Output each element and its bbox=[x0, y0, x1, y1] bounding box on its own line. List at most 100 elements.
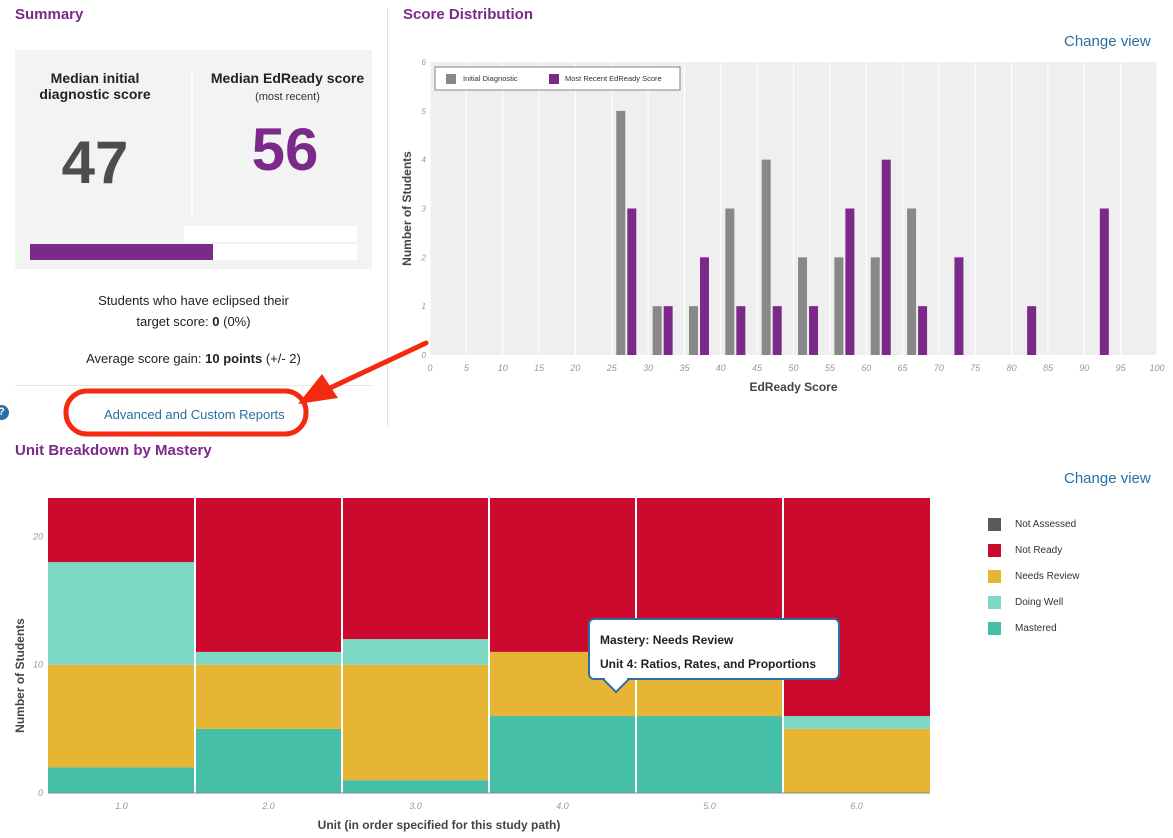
edready-score-label: Median EdReady score bbox=[210, 70, 365, 86]
help-icon[interactable]: ? bbox=[0, 405, 9, 420]
segment-needs-review[interactable] bbox=[342, 664, 489, 781]
unit-breakdown-title: Unit Breakdown by Mastery bbox=[15, 442, 212, 459]
legend-label: Doing Well bbox=[1015, 596, 1064, 608]
y-tick-label: 2 bbox=[421, 253, 427, 262]
bar-recent[interactable] bbox=[663, 306, 673, 355]
unit-breakdown-change-view[interactable]: Change view bbox=[1064, 470, 1151, 487]
legend-swatch-recent bbox=[549, 74, 559, 84]
legend-item-doing-well[interactable]: Doing Well bbox=[988, 594, 1079, 610]
legend-label: Mastered bbox=[1015, 622, 1057, 634]
bar-recent[interactable] bbox=[845, 208, 855, 356]
segment-not-ready[interactable] bbox=[342, 498, 489, 640]
eclipsed-prefix: target score: bbox=[136, 314, 213, 329]
legend-item-mastered[interactable]: Mastered bbox=[988, 620, 1079, 636]
unit-breakdown-legend: Not Assessed Not Ready Needs Review Doing W… bbox=[988, 516, 1079, 646]
bar-initial[interactable] bbox=[798, 257, 808, 355]
score-distribution-change-view[interactable]: Change view bbox=[1064, 33, 1151, 50]
segment-mastered[interactable] bbox=[342, 780, 489, 793]
bar-recent[interactable] bbox=[918, 306, 928, 355]
y-tick-label: 0 bbox=[422, 351, 427, 360]
bar-recent[interactable] bbox=[809, 306, 819, 355]
segment-doing-well[interactable] bbox=[195, 651, 342, 665]
bar-initial[interactable] bbox=[616, 110, 626, 355]
gain-value: 10 points bbox=[205, 351, 263, 366]
bar-recent[interactable] bbox=[736, 306, 746, 355]
legend-item-not-ready[interactable]: Not Ready bbox=[988, 542, 1079, 558]
segment-doing-well[interactable] bbox=[342, 639, 489, 665]
bar-initial[interactable] bbox=[725, 208, 735, 356]
x-tick-label: 10 bbox=[498, 363, 508, 373]
segment-doing-well[interactable] bbox=[48, 562, 195, 665]
summary-separator bbox=[15, 385, 372, 386]
bar-recent[interactable] bbox=[954, 257, 964, 355]
legend-swatch bbox=[988, 569, 1001, 583]
advanced-reports-link[interactable]: Advanced and Custom Reports bbox=[104, 407, 285, 422]
edready-score-sublabel: (most recent) bbox=[255, 91, 320, 103]
legend-swatch bbox=[988, 621, 1001, 635]
annotation-arrow-head bbox=[298, 374, 338, 404]
bar-recent[interactable] bbox=[1099, 208, 1109, 356]
bar-initial[interactable] bbox=[688, 306, 698, 355]
bar-initial[interactable] bbox=[834, 257, 844, 355]
x-tick-label: 4.0 bbox=[556, 801, 569, 811]
legend-item-needs-review[interactable]: Needs Review bbox=[988, 568, 1079, 584]
segment-mastered[interactable] bbox=[195, 728, 342, 793]
edready-score-value: 56 bbox=[251, 116, 319, 183]
y-axis-title: Number of Students bbox=[400, 151, 414, 266]
gain-prefix: Average score gain: bbox=[86, 351, 206, 366]
bar-initial[interactable] bbox=[761, 159, 771, 355]
x-tick-label: 100 bbox=[1149, 363, 1164, 373]
bar-initial[interactable] bbox=[870, 257, 880, 355]
segment-not-ready[interactable] bbox=[783, 498, 930, 717]
unit-breakdown-chart: 1.0 2.0 3.0 4.0 5.0 6.0 0 10 20 Unit (in order sp… bbox=[13, 498, 930, 832]
initial-score-value: 47 bbox=[61, 129, 129, 196]
edready-score-bar-fill bbox=[30, 244, 214, 260]
x-tick-label: 60 bbox=[861, 363, 871, 373]
x-tick-label: 65 bbox=[898, 363, 909, 373]
bar-recent[interactable] bbox=[881, 159, 891, 355]
legend-label-initial: Initial Diagnostic bbox=[463, 74, 518, 83]
segment-mastered[interactable] bbox=[489, 716, 636, 793]
summary-title: Summary bbox=[15, 6, 84, 23]
bar-recent[interactable] bbox=[772, 306, 782, 355]
y-tick-label: 4 bbox=[422, 156, 427, 165]
segment-not-ready[interactable] bbox=[48, 498, 195, 563]
bar-recent[interactable] bbox=[627, 208, 637, 356]
segment-doing-well[interactable] bbox=[783, 716, 930, 729]
edready-score-bar-track bbox=[30, 244, 357, 260]
eclipsed-percent: (0%) bbox=[219, 314, 251, 329]
score-distribution-chart: 0 5 10 15 20 25 30 35 40 45 50 55 60 65 70 75 80 85 90 95 10… bbox=[400, 58, 1165, 394]
segment-needs-review[interactable] bbox=[783, 728, 930, 793]
x-tick-label: 35 bbox=[679, 363, 690, 373]
x-tick-label: 3.0 bbox=[409, 801, 422, 811]
bar-recent[interactable] bbox=[1027, 306, 1037, 355]
bar-initial[interactable] bbox=[907, 208, 917, 356]
x-tick-label: 40 bbox=[716, 363, 726, 373]
initial-score-label: Median initial diagnostic score bbox=[15, 70, 175, 102]
legend-item-not-assessed[interactable]: Not Assessed bbox=[988, 516, 1079, 532]
eclipsed-line1: Students who have eclipsed their bbox=[98, 293, 289, 308]
x-tick-label: 2.0 bbox=[261, 801, 275, 811]
bar-recent[interactable] bbox=[699, 257, 709, 355]
segment-not-ready[interactable] bbox=[195, 498, 342, 652]
x-tick-label: 75 bbox=[970, 363, 981, 373]
stats-divider bbox=[191, 70, 193, 216]
gain-suffix: (+/- 2) bbox=[262, 351, 301, 366]
y-tick-label: 5 bbox=[422, 107, 427, 116]
segment-needs-review[interactable] bbox=[195, 664, 342, 729]
legend-label: Not Ready bbox=[1015, 544, 1063, 556]
tooltip-pointer bbox=[603, 678, 629, 694]
segment-mastered[interactable] bbox=[636, 716, 783, 793]
segment-needs-review[interactable] bbox=[48, 664, 195, 768]
y-axis-title: Number of Students bbox=[13, 618, 27, 733]
legend-swatch bbox=[988, 517, 1001, 531]
segment-mastered[interactable] bbox=[48, 767, 195, 793]
initial-score-bar-track bbox=[30, 226, 357, 242]
bar-initial[interactable] bbox=[652, 306, 662, 355]
x-tick-label: 45 bbox=[752, 363, 763, 373]
legend-swatch-initial bbox=[446, 74, 456, 84]
x-tick-label: 50 bbox=[788, 363, 798, 373]
x-tick-label: 0 bbox=[427, 363, 432, 373]
average-gain-text: Average score gain: 10 points (+/- 2) bbox=[15, 348, 372, 369]
y-tick-label: 10 bbox=[33, 660, 43, 670]
